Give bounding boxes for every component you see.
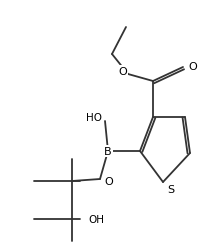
Text: B: B [104,146,111,156]
Text: O: O [187,62,196,72]
Text: OH: OH [88,214,103,224]
Text: O: O [103,176,112,186]
Text: HO: HO [85,112,102,122]
Text: O: O [118,67,126,77]
Text: S: S [166,184,173,194]
